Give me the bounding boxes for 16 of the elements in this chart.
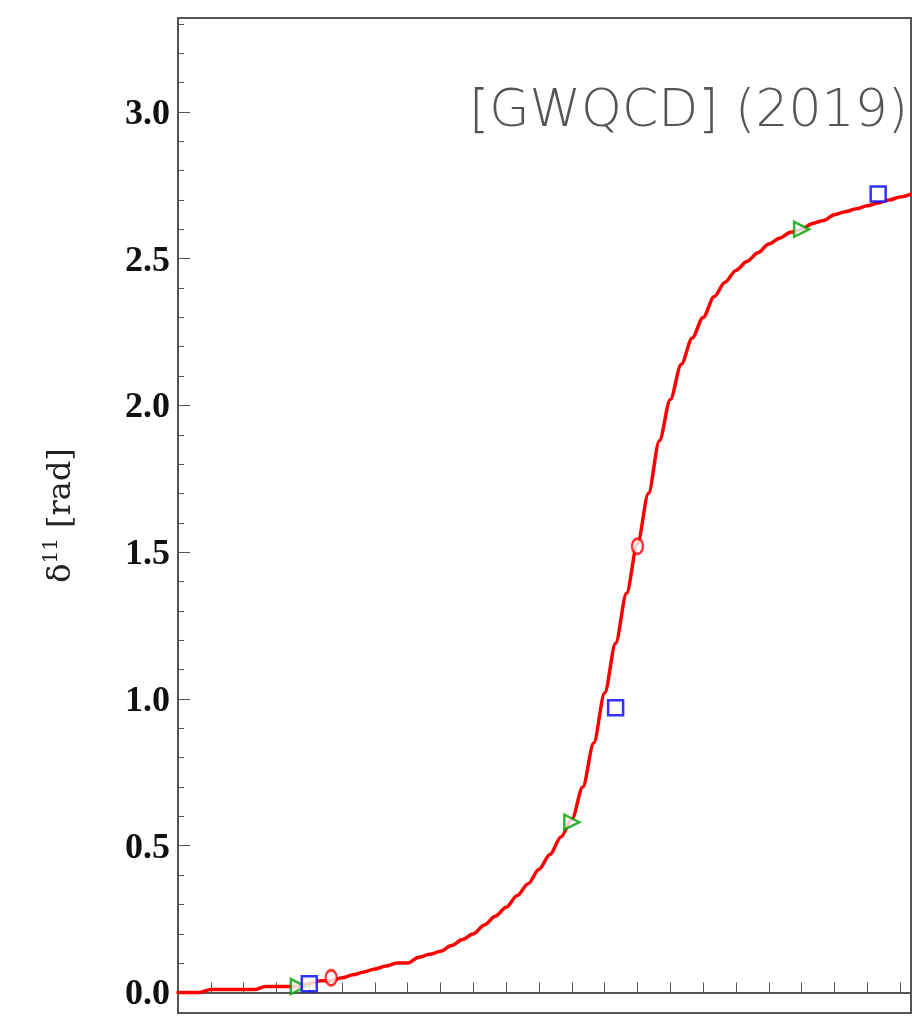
point <box>300 974 319 993</box>
point <box>606 699 625 717</box>
point <box>324 969 338 987</box>
y-tick-label: 3.0 <box>125 91 170 132</box>
point <box>630 537 645 556</box>
y-tick-label: 2.5 <box>125 238 170 279</box>
y-tick-label: 2.0 <box>125 385 170 426</box>
point <box>792 220 811 239</box>
y-tick-label: 0.5 <box>125 825 170 866</box>
y-axis-title: δ11 [rad] <box>38 448 78 583</box>
point <box>563 813 581 831</box>
point <box>869 185 887 203</box>
annotation: [GWQCD] (2019) <box>469 78 909 138</box>
y-tick-label: 0.0 <box>125 972 170 1013</box>
y-tick-label: 1.0 <box>125 678 170 719</box>
y-tick-label: 1.5 <box>125 532 170 573</box>
